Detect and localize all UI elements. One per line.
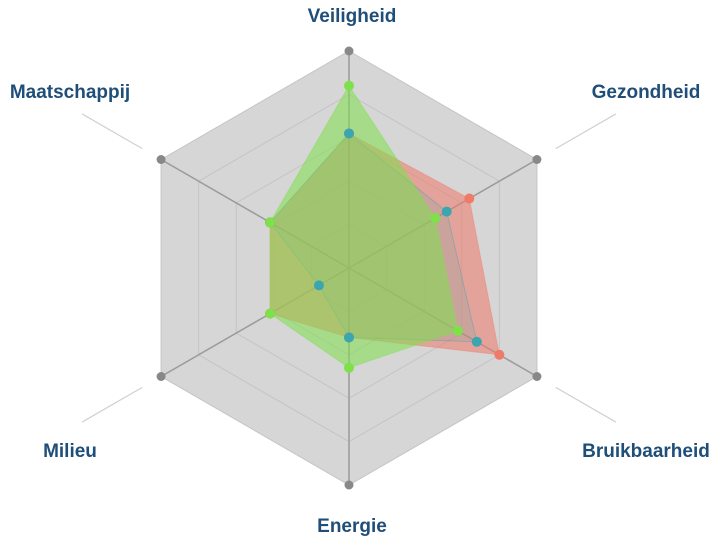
axis-vertex — [532, 372, 542, 381]
data-point — [313, 280, 324, 291]
data-point — [344, 362, 354, 373]
axis-label: Energie — [317, 516, 387, 537]
axis-vertex — [344, 480, 354, 490]
data-point — [265, 308, 276, 319]
axis-label: Veiligheid — [308, 6, 397, 27]
data-point — [452, 325, 463, 336]
data-point — [265, 217, 276, 228]
axis-extension — [81, 113, 143, 150]
axis-extension — [555, 113, 617, 150]
data-point — [430, 213, 441, 224]
axis-vertex — [156, 155, 166, 164]
axis-vertex — [532, 155, 542, 164]
data-point — [344, 332, 354, 343]
axis-label: Milieu — [43, 441, 97, 462]
axis-extension — [555, 386, 617, 423]
axis-label: Gezondheid — [592, 82, 701, 103]
axis-label: Bruikbaarheid — [582, 441, 710, 462]
data-point — [344, 128, 354, 139]
data-point — [441, 206, 452, 217]
data-point — [471, 336, 482, 347]
axis-vertex — [344, 46, 354, 56]
data-point — [464, 193, 475, 204]
axis-label: Maatschappij — [10, 82, 130, 103]
data-point — [344, 80, 354, 91]
axis-vertex — [156, 372, 166, 381]
data-point — [494, 349, 505, 360]
axis-extension — [81, 386, 143, 423]
